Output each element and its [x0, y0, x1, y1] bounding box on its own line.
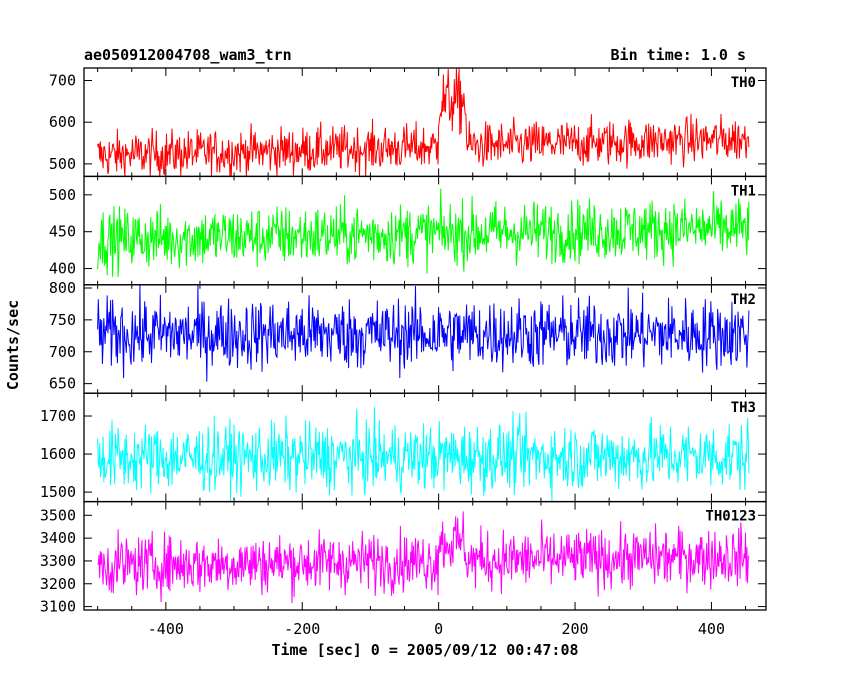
y-tick-label: 3300 [40, 552, 76, 570]
y-tick-label: 800 [49, 279, 76, 297]
panel-label-th2: TH2 [731, 292, 756, 308]
x-tick-label: 400 [698, 620, 725, 638]
series-th3 [97, 406, 750, 502]
y-tick-label: 650 [49, 375, 76, 393]
panel-frame-th0123 [83, 500, 767, 611]
chart-title-right: Bin time: 1.0 s [611, 46, 746, 64]
panel-label-th1: TH1 [731, 183, 756, 199]
x-tick-label: 200 [561, 620, 588, 638]
series-th1 [97, 188, 750, 278]
y-tick-label: 3500 [40, 506, 76, 524]
x-tick-label: 0 [434, 620, 443, 638]
y-tick-label: 1600 [40, 445, 76, 463]
series-th0 [97, 67, 750, 177]
series-th0123 [97, 511, 750, 604]
y-axis-title: Counts/sec [4, 300, 22, 390]
y-tick-label: 500 [49, 155, 76, 173]
y-tick-label: 450 [49, 223, 76, 241]
y-tick-label: 750 [49, 311, 76, 329]
panels: 500 600 700 TH0 400 450 500 TH1 650 700 750 800 TH2 1… [40, 67, 767, 638]
y-tick-label: 3100 [40, 598, 76, 616]
y-tick-label: 1700 [40, 407, 76, 425]
y-tick-label: 700 [49, 72, 76, 90]
y-tick-label: 700 [49, 343, 76, 361]
y-tick-label: 3400 [40, 529, 76, 547]
y-tick-label: 3200 [40, 575, 76, 593]
y-tick-label: 500 [49, 186, 76, 204]
y-tick-label: 600 [49, 113, 76, 131]
x-axis-title: Time [sec] 0 = 2005/09/12 00:47:08 [271, 641, 578, 659]
x-tick-label: -400 [148, 620, 184, 638]
panel-label-th3: TH3 [731, 400, 756, 416]
y-tick-label: 1500 [40, 483, 76, 501]
panel-label-th0: TH0 [731, 75, 756, 91]
series-th2 [97, 284, 750, 382]
panel-label-th0123: TH0123 [705, 509, 756, 525]
x-tick-label: -200 [284, 620, 320, 638]
y-tick-label: 400 [49, 260, 76, 278]
chart-title-left: ae050912004708_wam3_trn [84, 46, 292, 64]
